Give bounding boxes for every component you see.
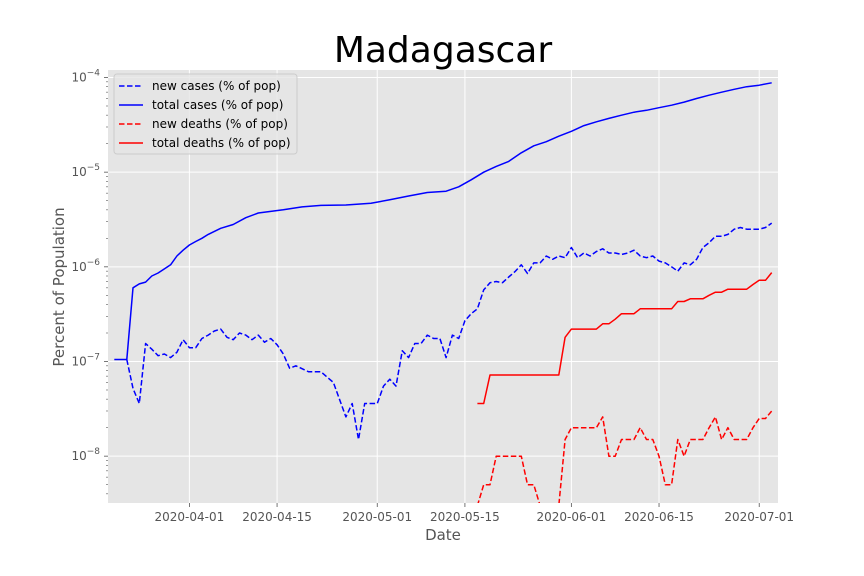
series-line-3: [477, 272, 773, 405]
series-line-1: [114, 82, 772, 361]
y-axis-label: Percent of Population: [50, 207, 68, 366]
series-layer: [114, 82, 773, 503]
x-tick-label: 2020-06-01: [536, 510, 606, 524]
y-tick-label: 10−6: [71, 258, 100, 274]
y-tick-label: 10−7: [71, 352, 100, 368]
legend-label-total-cases: total cases (% of pop): [152, 98, 283, 112]
chart-title: Madagascar: [334, 30, 553, 71]
series-line-0: [126, 222, 773, 441]
x-tick-label: 2020-05-15: [430, 510, 500, 524]
y-tick-label: 10−4: [71, 68, 100, 84]
x-tick-label: 2020-05-01: [342, 510, 412, 524]
y-tick-layer: 10−8 10−7 10−6 10−5 10−4: [71, 68, 108, 495]
x-tick-label: 2020-04-01: [155, 510, 225, 524]
x-tick-layer: 2020-04-01 2020-04-15 2020-05-01 2020-05-15…: [155, 503, 794, 524]
legend: new cases (% of pop) total cases (% of p…: [113, 73, 298, 155]
series-line-2: [477, 410, 773, 503]
x-tick-label: 2020-07-01: [724, 510, 794, 524]
x-tick-label: 2020-04-15: [242, 510, 312, 524]
legend-label-new-cases: new cases (% of pop): [152, 79, 281, 93]
y-tick-label: 10−8: [71, 447, 100, 463]
legend-label-total-deaths: total deaths (% of pop): [152, 136, 291, 150]
y-tick-label: 10−5: [71, 163, 100, 179]
x-axis-label: Date: [425, 526, 461, 544]
legend-label-new-deaths: new deaths (% of pop): [152, 117, 288, 131]
legend-box: [113, 73, 298, 155]
x-tick-label: 2020-06-15: [624, 510, 694, 524]
